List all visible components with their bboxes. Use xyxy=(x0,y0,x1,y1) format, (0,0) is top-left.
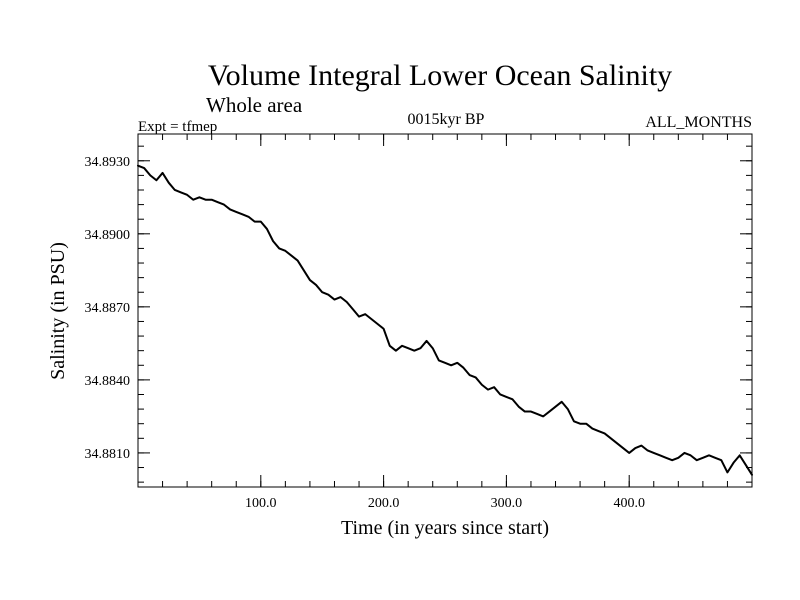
months-label: ALL_MONTHS xyxy=(645,114,752,131)
x-tick-label: 400.0 xyxy=(613,496,645,511)
x-tick-label: 100.0 xyxy=(245,496,277,511)
y-axis-label: Salinity (in PSU) xyxy=(47,242,69,380)
chart-subtitle: Whole area xyxy=(206,93,303,117)
x-axis-label: Time (in years since start) xyxy=(341,517,549,539)
period-label: 0015kyr BP xyxy=(408,111,485,128)
x-tick-label: 200.0 xyxy=(368,496,400,511)
y-tick-label: 34.8840 xyxy=(85,374,131,389)
y-tick-label: 34.8900 xyxy=(85,228,131,243)
y-tick-label: 34.8870 xyxy=(85,301,131,316)
experiment-label: Expt = tfmep xyxy=(138,119,217,135)
tick-labels-layer: 100.0 200.0 300.0 400.0 34.8810 34.8840 34.887… xyxy=(85,155,645,511)
salinity-series-line xyxy=(137,164,753,476)
y-tick-label: 34.8930 xyxy=(85,155,131,170)
chart-title: Volume Integral Lower Ocean Salinity xyxy=(208,59,672,92)
plot-frame xyxy=(137,133,753,488)
x-tick-label: 300.0 xyxy=(491,496,523,511)
ticks-layer xyxy=(138,134,752,487)
series-layer xyxy=(137,164,753,476)
y-tick-label: 34.8810 xyxy=(85,447,131,462)
